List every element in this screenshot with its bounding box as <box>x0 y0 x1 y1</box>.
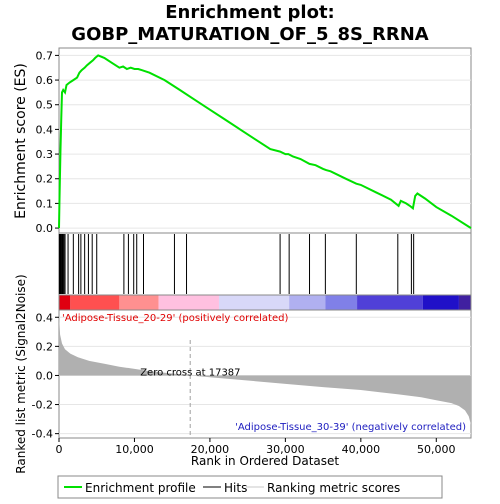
rank-bar-segment <box>458 295 471 310</box>
metric-y-tick-label: -0.4 <box>32 428 53 441</box>
es-y-tick-label: 0.6 <box>36 74 54 87</box>
x-tick-label: 10,000 <box>115 443 154 456</box>
rank-bar-segment <box>357 295 423 310</box>
es-y-tick-label: 0.3 <box>36 148 54 161</box>
es-y-tick-label: 0.1 <box>36 197 54 210</box>
x-tick-label: 20,000 <box>191 443 230 456</box>
metric-y-tick-label: -0.2 <box>32 399 53 412</box>
chart-title-line2: GOBP_MATURATION_OF_5_8S_RRNA <box>71 24 428 45</box>
positive-correlation-label: 'Adipose-Tissue_20-29' (positively corre… <box>62 313 288 324</box>
chart-title-line1: Enrichment plot: <box>165 2 335 23</box>
metric-y-tick-label: 0.2 <box>36 340 54 353</box>
rank-bar-segment <box>158 295 219 310</box>
negative-correlation-label: 'Adipose-Tissue_30-39' (negatively corre… <box>235 422 466 433</box>
rank-bar-segment <box>422 295 459 310</box>
rank-color-bar <box>59 295 471 310</box>
metric-y-axis: -0.4 -0.2 0.0 0.2 0.4 <box>32 311 59 441</box>
metric-y-axis-label: Ranked list metric (Signal2Noise) <box>14 274 28 473</box>
legend: Enrichment profile Hits Ranking metric sco… <box>64 481 400 495</box>
metric-y-tick-label: 0.4 <box>36 311 54 324</box>
es-y-tick-label: 0.0 <box>36 222 54 235</box>
x-axis-label: Rank in Ordered Dataset <box>191 454 339 468</box>
es-y-tick-label: 0.2 <box>36 173 54 186</box>
rank-bar-segment <box>289 295 326 310</box>
rank-bar-segment <box>59 295 71 310</box>
rank-bar-segment <box>119 295 159 310</box>
metric-y-tick-label: 0.0 <box>36 369 54 382</box>
es-panel-grid <box>59 54 471 229</box>
legend-label-metric: Ranking metric scores <box>267 481 400 495</box>
zero-cross-label: Zero cross at 17387 <box>140 367 240 378</box>
legend-label-es: Enrichment profile <box>85 481 196 495</box>
x-tick-label: 0 <box>56 443 63 456</box>
hits-panel-frame <box>58 232 472 296</box>
legend-label-hits: Hits <box>224 481 247 495</box>
es-y-axis: 0.0 0.1 0.2 0.3 0.4 0.5 0.6 0.7 <box>36 49 59 235</box>
es-y-tick-label: 0.5 <box>36 99 54 112</box>
rank-bar-segment <box>70 295 120 310</box>
x-tick-label: 30,000 <box>266 443 305 456</box>
x-axis: 0 10,000 20,000 30,000 40,000 50,000 <box>56 438 456 456</box>
es-y-axis-label: Enrichment score (ES) <box>13 63 29 219</box>
x-tick-label: 50,000 <box>417 443 456 456</box>
rank-bar-segment <box>325 295 358 310</box>
es-y-tick-label: 0.7 <box>36 49 54 62</box>
es-profile-line <box>58 54 472 229</box>
x-tick-label: 40,000 <box>342 443 381 456</box>
rank-bar-segment <box>218 295 290 310</box>
hits-ticks <box>58 234 415 294</box>
es-y-tick-label: 0.4 <box>36 123 54 136</box>
